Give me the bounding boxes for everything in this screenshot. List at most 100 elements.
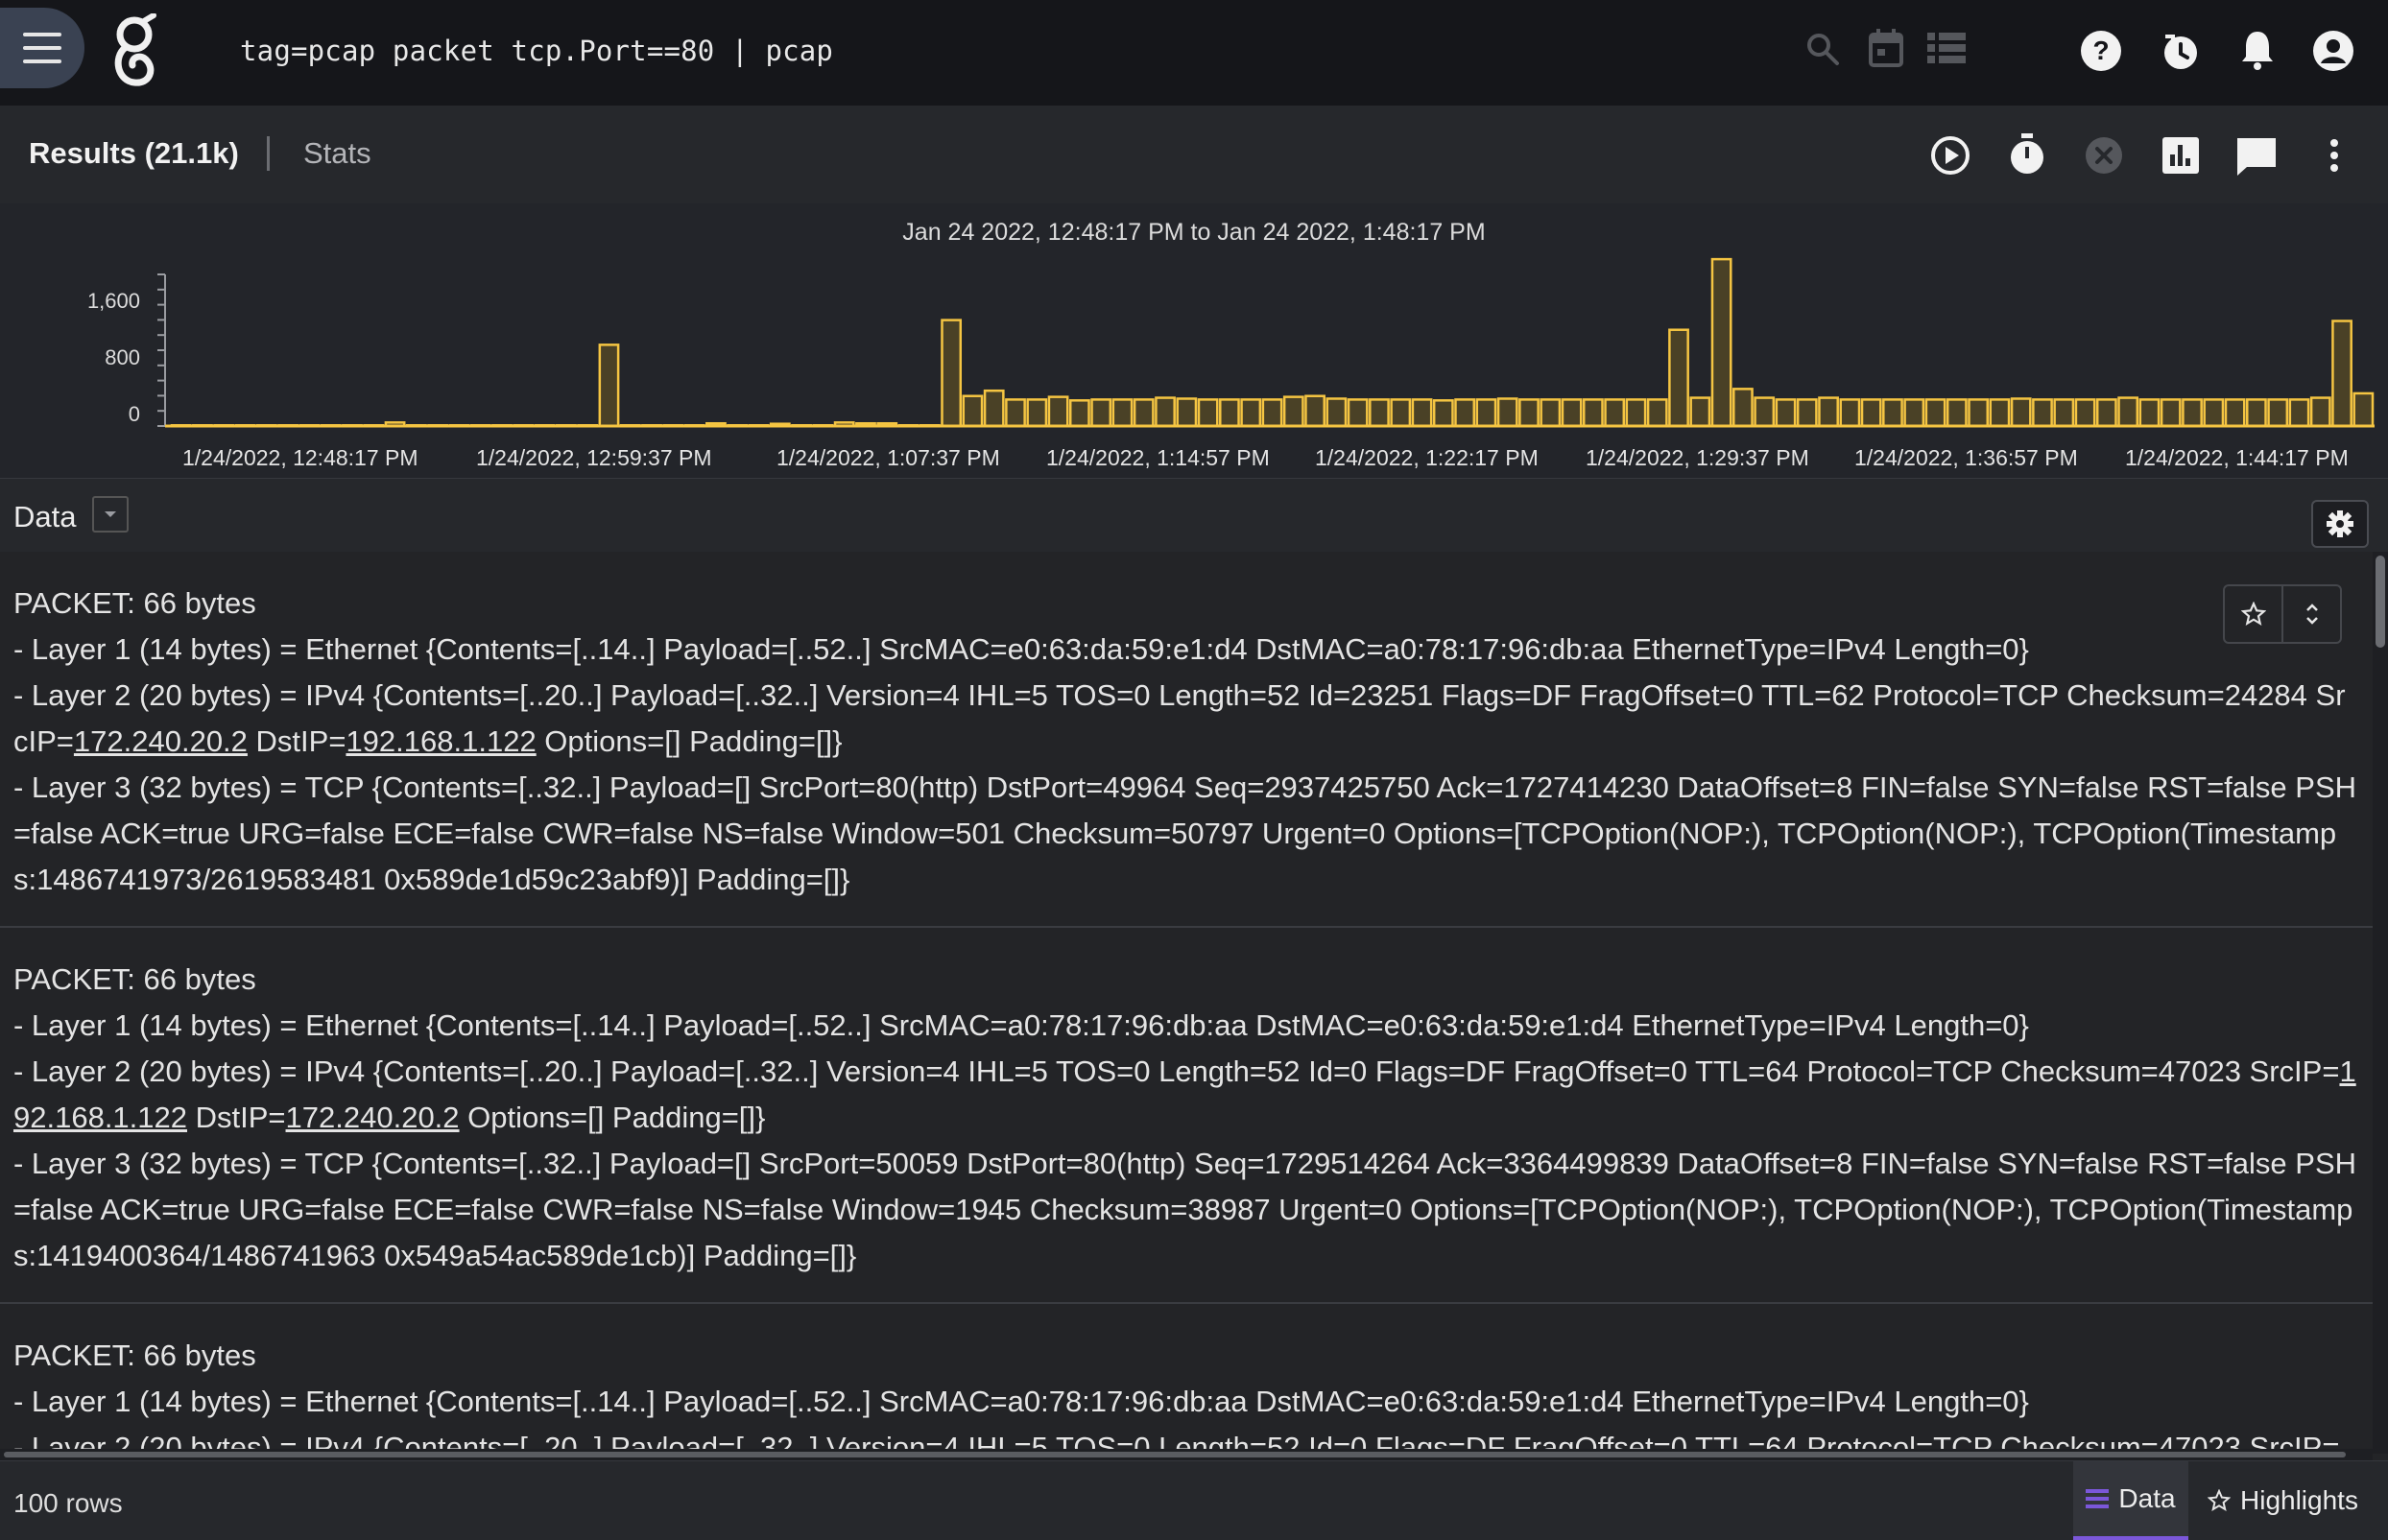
list-item[interactable]: PACKET: 66 bytes - Layer 1 (14 bytes) = …	[0, 928, 2373, 1304]
scrollbar-thumb[interactable]	[4, 1452, 2346, 1457]
histogram-bar[interactable]	[2117, 396, 2139, 428]
calendar-icon[interactable]	[1866, 27, 1906, 69]
histogram-bar[interactable]	[1754, 396, 1776, 428]
search-icon[interactable]	[1803, 29, 1843, 69]
histogram-bar[interactable]	[2267, 398, 2289, 428]
histogram-bar[interactable]	[1111, 398, 1134, 428]
histogram-bar[interactable]	[1475, 398, 1497, 428]
histogram-bar[interactable]	[1839, 398, 1861, 428]
histogram-bar[interactable]	[1197, 398, 1219, 428]
histogram-bar[interactable]	[1582, 398, 1604, 428]
histogram-bar[interactable]	[1155, 396, 1176, 428]
histogram-bar[interactable]	[1818, 396, 1839, 428]
settings-button[interactable]	[2311, 500, 2369, 548]
comment-icon[interactable]	[2234, 134, 2279, 178]
account-icon[interactable]	[2311, 29, 2355, 73]
history-icon[interactable]	[2160, 29, 2202, 73]
histogram-bar[interactable]	[1903, 398, 1925, 428]
cancel-icon[interactable]	[2083, 134, 2125, 177]
src-ip-link[interactable]: 172.240.20.2	[73, 724, 248, 758]
histogram-bar[interactable]	[1282, 395, 1304, 428]
histogram-bar[interactable]	[1689, 396, 1711, 428]
menu-button[interactable]	[0, 8, 84, 88]
histogram-bar[interactable]	[1796, 398, 1818, 428]
help-icon[interactable]: ?	[2079, 29, 2123, 73]
histogram-bar[interactable]	[962, 394, 984, 428]
vertical-scrollbar[interactable]	[2373, 552, 2388, 1454]
star-button[interactable]	[2225, 586, 2281, 642]
expand-button[interactable]	[2281, 586, 2340, 642]
histogram-bar[interactable]	[1369, 398, 1390, 428]
histogram-bar[interactable]	[1347, 398, 1369, 428]
src-ip-link[interactable]: 192.168.1.122	[13, 1054, 2356, 1134]
histogram-bar[interactable]	[1518, 398, 1540, 428]
histogram-bar[interactable]	[1924, 398, 1946, 428]
histogram-bar[interactable]	[1047, 395, 1069, 428]
chart-icon[interactable]	[2160, 134, 2202, 177]
histogram-bar[interactable]	[1432, 399, 1454, 428]
list-item[interactable]: PACKET: 66 bytes - Layer 1 (14 bytes) = …	[0, 1304, 2373, 1454]
histogram-bar[interactable]	[2160, 398, 2182, 428]
histogram-bar[interactable]	[1325, 397, 1348, 428]
histogram-bar[interactable]	[1090, 398, 1112, 428]
histogram-bar[interactable]	[1668, 328, 1689, 428]
footer-tab-data[interactable]: Data	[2073, 1461, 2188, 1540]
scrollbar-thumb[interactable]	[2376, 556, 2385, 648]
histogram-bar[interactable]	[1454, 398, 1476, 428]
bell-icon[interactable]	[2236, 27, 2279, 73]
histogram-bar[interactable]	[1710, 257, 1732, 428]
footer-tab-highlights[interactable]: Highlights	[2198, 1461, 2368, 1540]
histogram-bar[interactable]	[2309, 396, 2331, 428]
histogram-bar[interactable]	[1390, 398, 1412, 428]
histogram-bar[interactable]	[941, 319, 963, 428]
histogram-bar[interactable]	[1646, 398, 1668, 428]
histogram-chart[interactable]	[0, 203, 2388, 478]
histogram-bar[interactable]	[1026, 398, 1048, 428]
histogram-bar[interactable]	[1732, 388, 1754, 428]
histogram-bar[interactable]	[1561, 398, 1583, 428]
histogram-bar[interactable]	[2138, 398, 2161, 428]
histogram-bar[interactable]	[1261, 398, 1283, 428]
histogram-bar[interactable]	[1540, 398, 1562, 428]
play-icon[interactable]	[1929, 134, 1971, 177]
histogram-bar[interactable]	[1946, 398, 1968, 428]
tab-stats[interactable]: Stats	[303, 136, 371, 170]
horizontal-scrollbar[interactable]	[0, 1449, 2373, 1460]
histogram-bar[interactable]	[1882, 398, 1903, 428]
dst-ip-link[interactable]: 172.240.20.2	[285, 1101, 460, 1134]
timer-icon[interactable]	[2006, 132, 2048, 177]
search-query[interactable]: tag=pcap packet tcp.Port==80 | pcap	[240, 35, 834, 67]
histogram-bar[interactable]	[2053, 398, 2075, 428]
histogram-bar[interactable]	[2288, 398, 2310, 428]
histogram-bar[interactable]	[1176, 397, 1198, 428]
histogram-bar[interactable]	[2331, 320, 2352, 428]
gravwell-logo[interactable]	[107, 13, 161, 90]
histogram-bar[interactable]	[2224, 398, 2246, 428]
histogram-bar[interactable]	[2182, 398, 2203, 428]
more-icon[interactable]	[2319, 134, 2350, 177]
histogram-bar[interactable]	[2032, 398, 2053, 428]
histogram-bar[interactable]	[2010, 397, 2032, 428]
histogram-bar[interactable]	[1860, 398, 1882, 428]
list-icon[interactable]	[1925, 29, 1968, 67]
list-item[interactable]: PACKET: 66 bytes - Layer 1 (14 bytes) = …	[0, 552, 2373, 928]
histogram-bar[interactable]	[1496, 397, 1518, 428]
histogram-bar[interactable]	[1775, 398, 1797, 428]
renderer-dropdown[interactable]	[92, 496, 129, 533]
histogram-bar[interactable]	[1968, 398, 1990, 428]
histogram-bar[interactable]	[1133, 398, 1155, 428]
histogram-bar[interactable]	[1625, 398, 1647, 428]
histogram-bar[interactable]	[1005, 398, 1026, 428]
histogram-bar[interactable]	[2074, 398, 2096, 428]
histogram-bar[interactable]	[983, 389, 1005, 428]
histogram-bar[interactable]	[1989, 398, 2011, 428]
histogram-bar[interactable]	[2095, 398, 2117, 428]
histogram-bar[interactable]	[1411, 398, 1433, 428]
dst-ip-link[interactable]: 192.168.1.122	[346, 724, 537, 758]
histogram-bar[interactable]	[2352, 391, 2375, 428]
histogram-bar[interactable]	[1068, 399, 1090, 428]
histogram-bar[interactable]	[1604, 398, 1626, 428]
histogram-bar[interactable]	[598, 344, 620, 428]
histogram-bar[interactable]	[1219, 398, 1240, 428]
histogram-bar[interactable]	[2246, 398, 2267, 428]
